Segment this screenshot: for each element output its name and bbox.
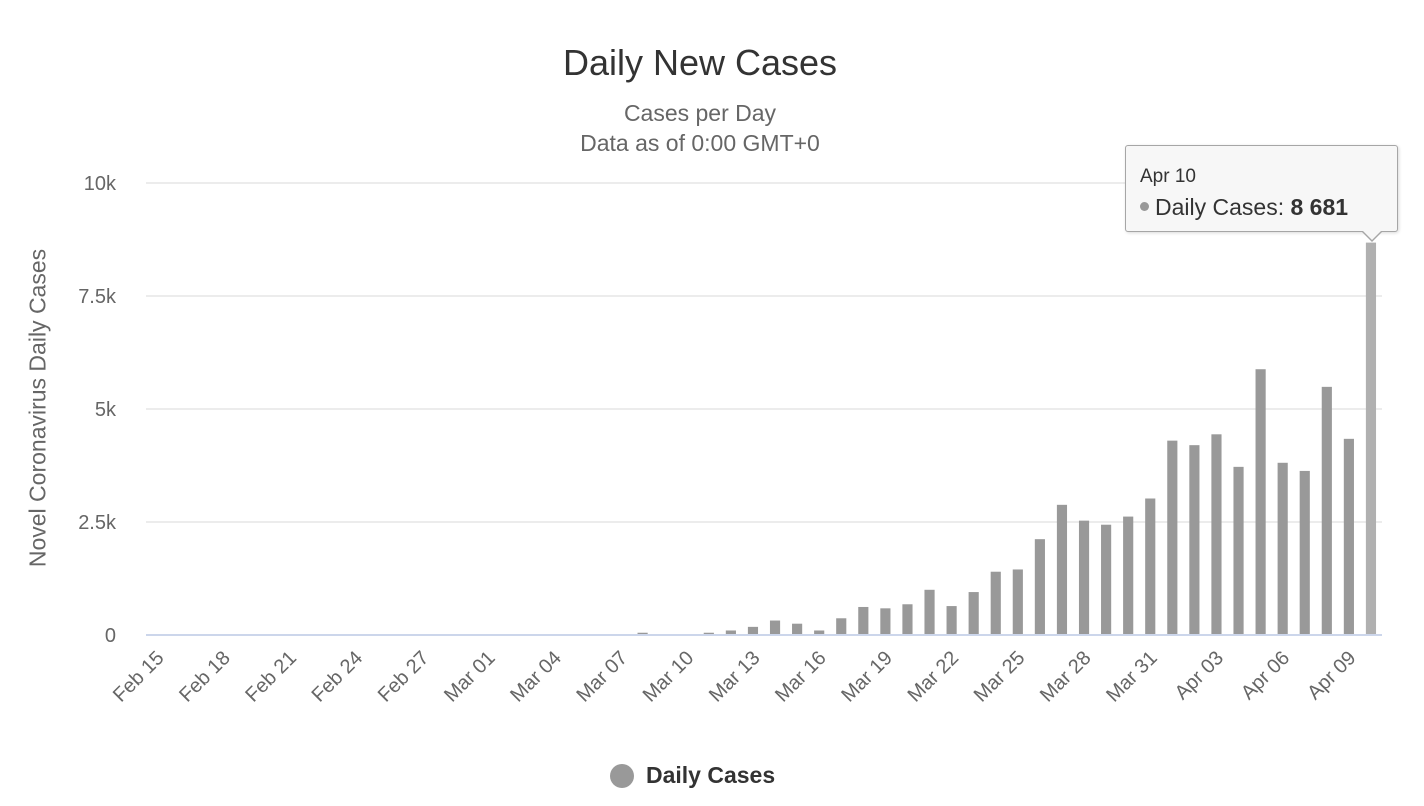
bar[interactable]: [1167, 440, 1178, 635]
x-tick-label: Apr 06: [1237, 647, 1294, 704]
tooltip: Apr 10 Daily Cases: 8 681: [1125, 145, 1398, 242]
x-tick-label: Mar 31: [1102, 647, 1162, 707]
bar[interactable]: [1101, 524, 1112, 635]
bar[interactable]: [1078, 520, 1090, 635]
x-tick-label: Mar 25: [970, 647, 1030, 707]
y-tick-label: 2.5k: [78, 512, 117, 534]
legend-marker-icon: [610, 763, 634, 788]
bars: [637, 242, 1377, 635]
x-tick-label: Feb 18: [175, 647, 235, 707]
tooltip-series-label: Daily Cases:: [1155, 194, 1291, 220]
bar[interactable]: [769, 620, 781, 635]
x-tick-label: Mar 07: [572, 647, 632, 707]
tooltip-pointer-fill: [1362, 230, 1382, 240]
legend-label[interactable]: Daily Cases: [646, 762, 776, 788]
legend[interactable]: Daily Cases: [610, 762, 775, 790]
bar[interactable]: [1034, 539, 1045, 635]
bar[interactable]: [902, 604, 913, 635]
bar[interactable]: [792, 623, 803, 635]
x-tick-label: Feb 21: [241, 647, 301, 707]
bar[interactable]: [880, 608, 891, 635]
x-tick-label: Apr 09: [1303, 647, 1360, 704]
x-axis-ticks: Feb 15 Feb 18 Feb 21 Feb 24 Feb 27 Mar 01 Mar …: [109, 647, 1360, 707]
tooltip-series-dot-icon: [1140, 202, 1149, 212]
bar[interactable]: [836, 618, 847, 635]
x-tick-label: Mar 16: [771, 647, 831, 707]
x-tick-label: Feb 15: [109, 647, 169, 707]
tooltip-value: 8 681: [1290, 194, 1349, 220]
bar[interactable]: [747, 626, 759, 635]
bar[interactable]: [1189, 445, 1200, 635]
bar[interactable]: [725, 630, 736, 635]
x-tick-label: Mar 22: [904, 647, 964, 707]
chart-subtitle-line-2: Data as of 0:00 GMT+0: [580, 130, 820, 156]
bar[interactable]: [1321, 386, 1332, 635]
bar[interactable]: [1365, 242, 1377, 635]
chart-subtitle-line-1: Cases per Day: [623, 100, 777, 126]
x-tick-label: Mar 01: [440, 647, 500, 707]
x-tick-label: Mar 19: [837, 647, 897, 707]
bar[interactable]: [858, 606, 869, 635]
x-tick-label: Mar 13: [705, 647, 765, 707]
y-tick-label: 10k: [84, 173, 117, 195]
y-tick-label: 0: [105, 625, 116, 647]
bar[interactable]: [1012, 569, 1023, 635]
bar[interactable]: [1056, 504, 1068, 635]
bar[interactable]: [990, 571, 1001, 635]
bar[interactable]: [703, 632, 714, 635]
bar[interactable]: [1343, 438, 1354, 635]
bar[interactable]: [1233, 466, 1244, 635]
bar[interactable]: [1255, 369, 1266, 635]
bar[interactable]: [946, 606, 957, 635]
x-tick-label: Feb 27: [374, 647, 434, 707]
x-tick-label: Apr 03: [1171, 647, 1228, 704]
bar[interactable]: [814, 630, 825, 635]
tooltip-date: Apr 10: [1140, 166, 1196, 187]
bar[interactable]: [1277, 462, 1288, 635]
bar[interactable]: [924, 589, 935, 635]
x-tick-label: Mar 28: [1036, 647, 1096, 707]
x-tick-label: Mar 10: [639, 647, 699, 707]
bar[interactable]: [1211, 434, 1222, 635]
chart-title: Daily New Cases: [562, 42, 838, 83]
bar[interactable]: [1145, 498, 1156, 635]
bar[interactable]: [1299, 470, 1310, 635]
y-tick-label: 5k: [95, 399, 117, 421]
y-axis-ticks: 0 2.5k 5k 7.5k 10k: [78, 173, 117, 647]
tooltip-row: Daily Cases: 8 681: [1140, 194, 1348, 221]
bar[interactable]: [637, 632, 648, 635]
bar[interactable]: [1123, 516, 1134, 635]
y-tick-label: 7.5k: [78, 286, 117, 308]
x-tick-label: Feb 24: [308, 647, 368, 707]
x-tick-label: Mar 04: [506, 647, 566, 707]
bar[interactable]: [968, 592, 979, 635]
